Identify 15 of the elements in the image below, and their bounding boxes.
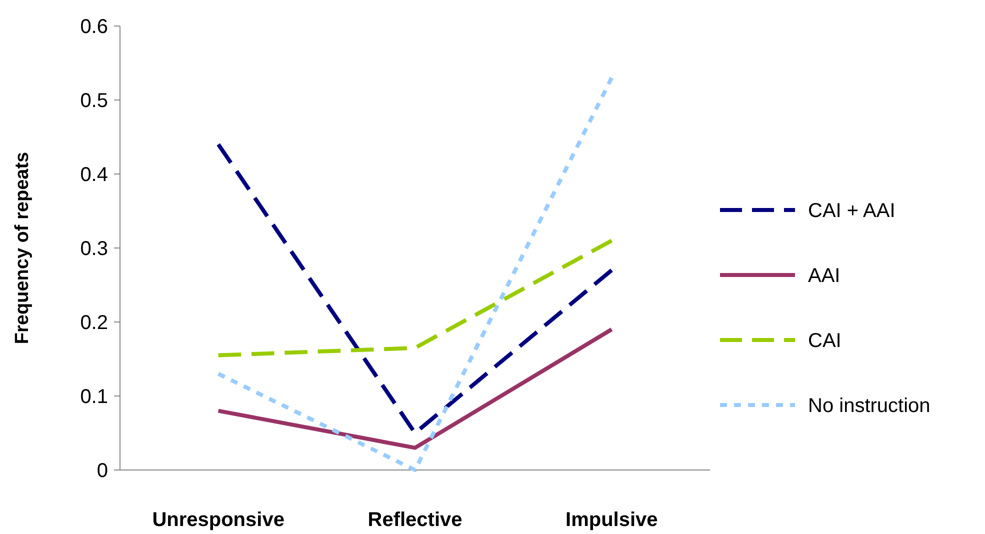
y-tick-label: 0 bbox=[96, 460, 108, 482]
y-tick-label: 0.5 bbox=[80, 90, 108, 112]
x-tick-label: Reflective bbox=[368, 509, 462, 531]
y-tick-label: 0.3 bbox=[80, 238, 108, 260]
y-tick-label: 0.4 bbox=[80, 164, 108, 186]
y-tick-label: 0.6 bbox=[80, 16, 108, 38]
x-tick-label: Unresponsive bbox=[152, 509, 284, 531]
legend-label: No instruction bbox=[808, 395, 930, 417]
x-tick-label: Impulsive bbox=[566, 509, 658, 531]
y-axis-title: Frequency of repeats bbox=[12, 152, 33, 344]
y-tick-label: 0.2 bbox=[80, 312, 108, 334]
legend-label: CAI bbox=[808, 330, 842, 352]
y-tick-label: 0.1 bbox=[80, 386, 108, 408]
legend-label: AAI bbox=[808, 265, 840, 287]
legend-label: CAI + AAI bbox=[808, 200, 896, 222]
